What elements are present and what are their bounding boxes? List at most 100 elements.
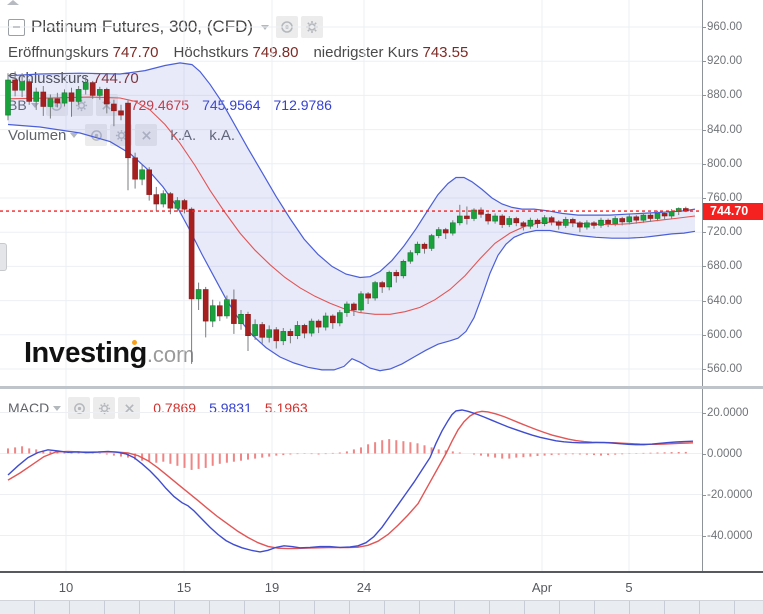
macd-legend: MACD 0.7869 5.9831 5.1963	[8, 397, 308, 419]
open-label: Eröffnungskurs	[8, 44, 109, 61]
price-axis-label: 800.00	[707, 158, 743, 170]
price-axis-label: 760.00	[707, 192, 743, 204]
time-axis-label: 10	[58, 580, 74, 595]
investing-logo-suffix: .com	[146, 342, 195, 367]
price-axis-label: 920.00	[707, 55, 743, 67]
axis-tick-mark	[702, 61, 706, 62]
bb-label: BB	[8, 97, 27, 113]
time-axis-label: 5	[625, 580, 633, 595]
price-axis-label: 600.00	[707, 329, 743, 341]
close-label: Schlusskurs	[8, 70, 89, 87]
eye-icon	[73, 402, 85, 414]
gear-icon	[115, 129, 127, 141]
visibility-toggle-button[interactable]	[276, 16, 299, 38]
chevron-down-icon[interactable]	[53, 405, 62, 411]
close-value: 744.70	[92, 70, 139, 87]
time-axis-line	[0, 571, 763, 573]
volume-label: Volumen	[8, 126, 67, 144]
price-axis-label: 960.00	[707, 21, 743, 33]
time-axis-scrollbar[interactable]	[0, 600, 763, 614]
macd-visibility-button[interactable]	[68, 397, 91, 419]
time-axis-label: 15	[176, 580, 192, 595]
price-axis-label: 840.00	[707, 124, 743, 136]
macd-label: MACD	[8, 400, 50, 416]
bb-settings-button[interactable]	[70, 94, 93, 116]
axis-tick-mark	[702, 164, 706, 165]
gear-icon	[76, 99, 88, 111]
bb-remove-button[interactable]	[95, 94, 118, 116]
volume-value-2: k.A.	[209, 126, 236, 144]
bb-visibility-button[interactable]	[45, 94, 68, 116]
macd-axis-label: -40.0000	[707, 530, 753, 542]
price-axis-line	[702, 0, 703, 572]
macd-signal-value: 5.1963	[264, 400, 308, 416]
time-axis-label: Apr	[531, 580, 553, 595]
axis-tick-mark	[702, 130, 706, 131]
price-axis-label: 720.00	[707, 226, 743, 238]
collapse-panel-button[interactable]	[8, 18, 25, 36]
close-row: Schlusskurs 744.70	[8, 70, 154, 87]
investing-logo: Investing.com	[24, 337, 195, 370]
chevron-down-icon[interactable]	[30, 102, 39, 108]
gear-icon	[306, 21, 319, 33]
macd-remove-button[interactable]	[118, 397, 141, 419]
macd-signal-line	[7, 410, 694, 550]
panel-divider[interactable]	[0, 386, 763, 389]
high-value: 749.80	[252, 44, 299, 61]
bb-upper-value: 729.4675	[130, 97, 190, 113]
axis-tick-mark	[702, 266, 706, 267]
macd-settings-button[interactable]	[93, 397, 116, 419]
last-price-tag: 744.70	[703, 203, 763, 220]
left-panel-handle[interactable]	[0, 243, 7, 271]
macd-line-value: 5.9831	[209, 400, 252, 416]
macd-histogram-value: 0.7869	[153, 400, 197, 416]
close-icon	[124, 403, 134, 413]
eye-icon	[51, 99, 63, 111]
volume-legend: Volumen k.A. k.A.	[8, 124, 235, 146]
close-icon	[102, 100, 111, 110]
axis-tick-mark	[702, 536, 706, 537]
settings-button[interactable]	[301, 16, 324, 38]
bb-lower-value: 712.9786	[273, 97, 332, 113]
bb-middle-value: 745.9564	[202, 97, 261, 113]
macd-axis-label: -20.0000	[707, 489, 753, 501]
macd-axis-label: 0.0000	[707, 448, 743, 460]
ohlc-row: Eröffnungskurs 747.70 Höchstkurs 749.80 …	[8, 44, 483, 61]
chevron-down-icon[interactable]	[70, 132, 79, 138]
macd-axis-label: 20.0000	[707, 407, 749, 419]
volume-settings-button[interactable]	[110, 124, 133, 146]
volume-remove-button[interactable]	[135, 124, 158, 146]
low-label: niedrigster Kurs	[313, 44, 419, 61]
axis-tick-mark	[702, 413, 706, 414]
axis-tick-mark	[702, 232, 706, 233]
axis-tick-mark	[702, 454, 706, 455]
open-value: 747.70	[112, 44, 159, 61]
macd-line	[7, 409, 694, 553]
axis-tick-mark	[702, 27, 706, 28]
bollinger-legend: BB 729.4675 745.9564 712.9786	[8, 94, 332, 116]
eye-icon	[281, 21, 293, 33]
chevron-down-icon[interactable]	[261, 24, 270, 30]
scroll-up-arrow-icon[interactable]	[7, 0, 19, 5]
time-axis-label: 19	[264, 580, 280, 595]
instrument-title: Platinum Futures, 300, (CFD)	[31, 17, 254, 36]
close-icon	[142, 130, 151, 140]
axis-tick-mark	[702, 495, 706, 496]
macd-histogram	[7, 439, 687, 470]
axis-tick-mark	[702, 198, 706, 199]
investing-logo-brand: Investing	[24, 337, 147, 369]
axis-tick-mark	[702, 335, 706, 336]
price-axis-label: 640.00	[707, 295, 743, 307]
investing-logo-orange-dot	[132, 340, 137, 345]
instrument-header: Platinum Futures, 300, (CFD)	[8, 16, 324, 38]
price-axis-label: 560.00	[707, 363, 743, 375]
volume-visibility-button[interactable]	[85, 124, 108, 146]
price-axis-label: 880.00	[707, 89, 743, 101]
eye-icon	[90, 129, 102, 141]
low-value: 743.55	[422, 44, 469, 61]
axis-tick-mark	[702, 301, 706, 302]
price-axis-label: 680.00	[707, 260, 743, 272]
volume-value-1: k.A.	[170, 126, 197, 144]
